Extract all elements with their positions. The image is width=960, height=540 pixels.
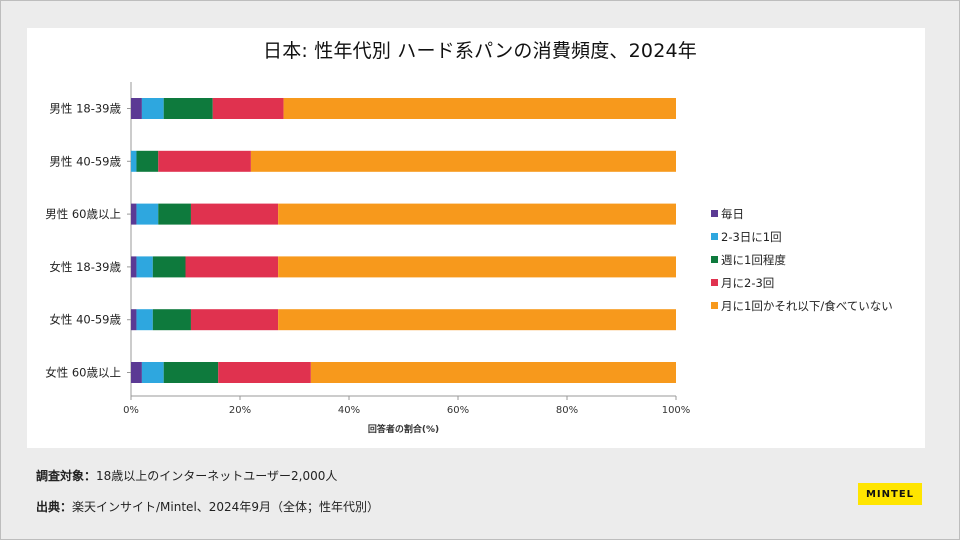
bar-segment-4 [212,98,284,119]
x-tick-label: 60% [447,405,469,416]
bar-segment-3 [152,256,186,278]
source-label: 出典： [36,500,73,514]
legend-swatch [711,302,718,309]
bar-segment-4 [218,362,311,383]
bar-segment-5 [310,362,676,383]
bar-segment-1 [131,362,142,383]
bar-segment-5 [278,309,676,331]
legend-label: 2-3日に1回 [721,230,782,244]
bar-segment-5 [278,256,676,278]
y-category-label: 女性 18-39歳 [49,260,121,274]
survey-note: 調査対象：18歳以上のインターネットユーザー2,000人 [36,467,337,484]
mintel-logo: MINTEL [858,483,922,505]
x-tick-label: 0% [123,405,139,416]
source-text: 楽天インサイト/Mintel、2024年9月（全体；性年代別） [72,500,379,514]
bar-segment-4 [190,203,279,225]
bar-segment-3 [158,203,191,225]
x-tick-label: 100% [662,405,691,416]
bar-segment-2 [136,203,159,225]
x-tick-label: 40% [338,405,360,416]
chart-title: 日本: 性年代別 ハード系パンの消費頻度、2024年 [263,40,697,62]
legend-swatch [711,256,718,263]
y-category-label: 男性 40-59歳 [49,154,121,168]
bar-segment-4 [185,256,279,278]
legend-swatch [711,233,718,240]
bar-segment-3 [163,98,213,119]
bar-segment-3 [152,309,191,331]
bar-segment-1 [131,98,142,119]
survey-label: 調査対象： [36,469,97,483]
legend-swatch [711,279,718,286]
bar-segment-3 [136,150,159,172]
bar-segment-2 [131,150,137,172]
bar-segment-5 [250,150,676,172]
y-category-label: 男性 18-39歳 [49,102,121,116]
bar-segment-2 [141,362,164,383]
legend-label: 月に2-3回 [721,276,774,290]
y-category-label: 女性 40-59歳 [49,313,121,327]
bar-segment-4 [190,309,279,331]
bar-segment-4 [158,150,251,172]
survey-text: 18歳以上のインターネットユーザー2,000人 [96,469,338,483]
bar-segment-2 [136,256,153,278]
y-category-label: 男性 60歳以上 [45,207,121,221]
y-category-label: 女性 60歳以上 [45,366,121,380]
bar-segment-1 [131,309,137,331]
bar-segment-1 [131,256,137,278]
bar-segment-2 [136,309,153,331]
legend-label: 週に1回程度 [721,253,786,267]
legend-label: 月に1回かそれ以下/食べていない [721,299,893,313]
bar-segment-2 [141,98,164,119]
bar-segment-3 [163,362,219,383]
x-tick-label: 20% [229,405,251,416]
x-axis-title: 回答者の割合(%) [368,423,439,435]
x-tick-label: 80% [556,405,578,416]
legend-swatch [711,210,718,217]
bar-segment-5 [278,203,676,225]
bar-segment-1 [131,203,137,225]
legend-label: 毎日 [721,207,744,221]
bar-segment-5 [283,98,676,119]
source-note: 出典：楽天インサイト/Mintel、2024年9月（全体；性年代別） [36,498,379,515]
